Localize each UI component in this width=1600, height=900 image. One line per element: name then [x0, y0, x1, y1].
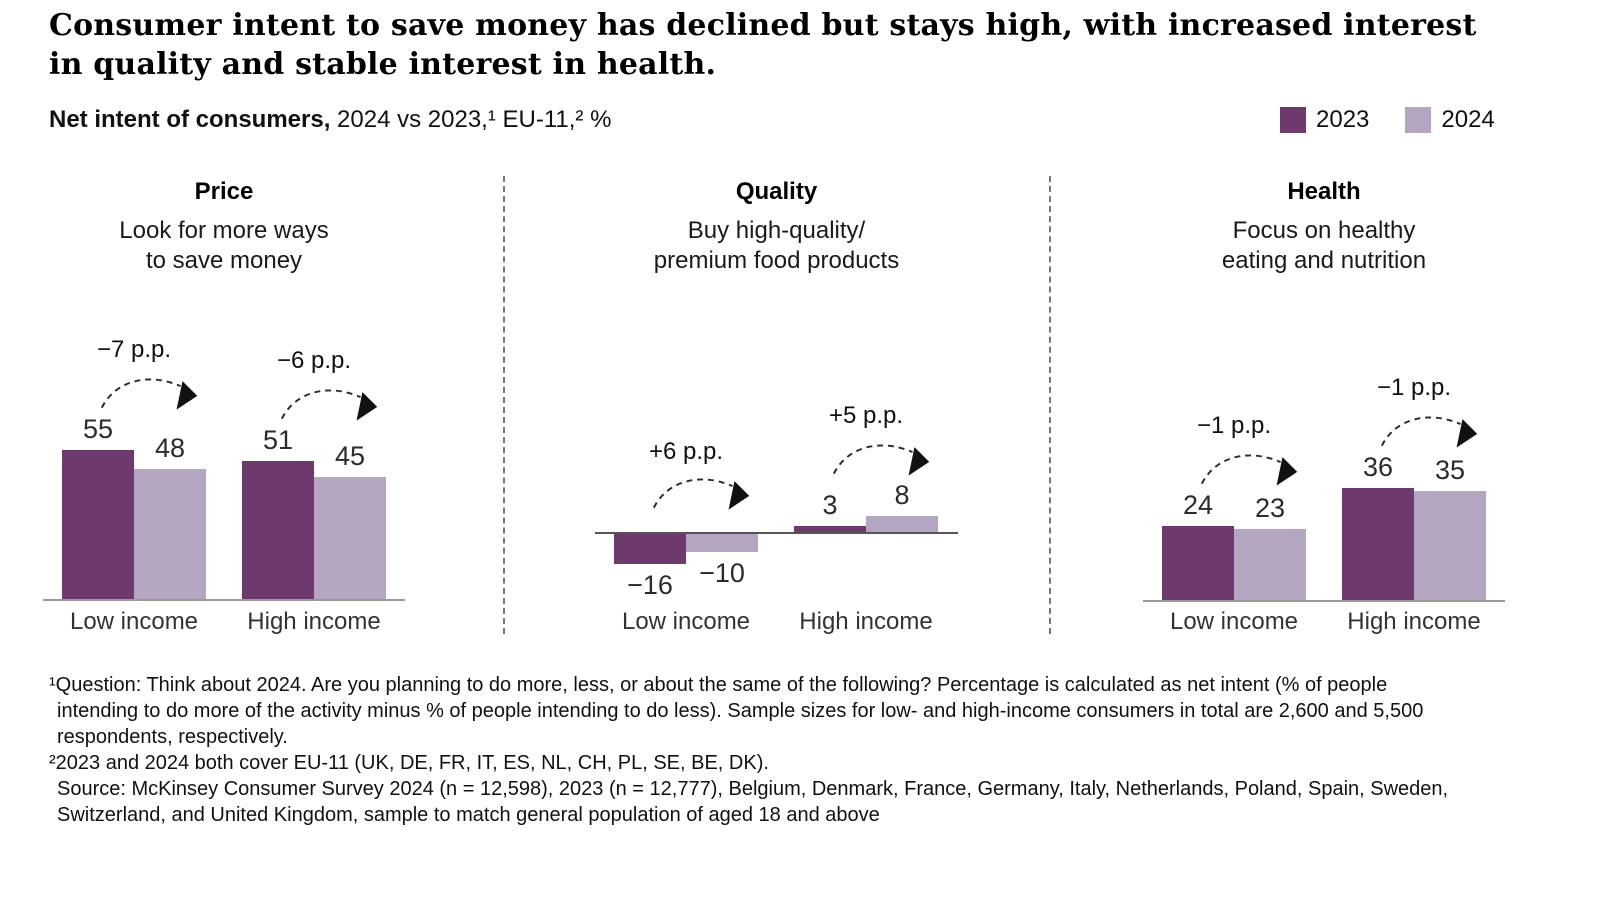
change-label: −6 p.p. [276, 347, 352, 374]
value-label-2023: 3 [822, 490, 838, 520]
panel-health: Health Focus on healthy eating and nutri… [1143, 170, 1505, 640]
panel-divider [1049, 176, 1051, 634]
panel-description: Look for more ways to save money [119, 217, 329, 274]
bar-group-quality-low-income: +6 p.p. −16 −10 Low income [614, 170, 758, 640]
footnotes: ¹Question: Think about 2024. Are you pla… [49, 672, 1454, 828]
chart-subtitle: Net intent of consumers, 2024 vs 2023,¹ … [49, 106, 611, 134]
change-arrow-icon [1200, 454, 1298, 486]
bar-2024 [686, 532, 758, 552]
value-label-2024: 23 [1254, 493, 1286, 523]
value-label-2024: 8 [894, 480, 910, 510]
category-label: Low income [69, 608, 199, 635]
subtitle-rest: 2024 vs 2023,¹ EU-11,² % [330, 106, 612, 133]
value-label-2024: 48 [154, 433, 186, 463]
bar-2023 [1162, 526, 1234, 600]
panel-description: Buy high-quality/ premium food products [653, 217, 900, 274]
value-label-2023: 36 [1362, 452, 1394, 482]
legend-swatch-2023 [1280, 107, 1306, 133]
change-label: +5 p.p. [828, 402, 904, 429]
bar-2024 [134, 469, 206, 599]
footnote-2: ²2023 and 2024 both cover EU-11 (UK, DE,… [49, 752, 769, 774]
chart-area: Price Look for more ways to save money −… [0, 170, 1600, 640]
value-label-2023: 55 [82, 414, 114, 444]
panel-description: Focus on healthy eating and nutrition [1221, 217, 1427, 274]
bar-2023 [62, 450, 134, 599]
change-arrow-icon [100, 378, 198, 410]
legend-item-2024: 2024 [1405, 106, 1495, 134]
x-axis-line [1143, 600, 1505, 602]
change-arrow-icon [832, 444, 930, 476]
value-label-2024: −10 [699, 558, 745, 588]
legend-swatch-2024 [1405, 107, 1432, 133]
value-label-2023: −16 [627, 570, 673, 600]
bar-group-health-high-income: −1 p.p. 36 35 High income [1342, 170, 1486, 640]
panel-title: Health [1287, 178, 1361, 205]
value-label-2024: 35 [1434, 455, 1466, 485]
category-label: Low income [1169, 608, 1299, 635]
change-label: −1 p.p. [1376, 374, 1452, 401]
bar-2024 [1234, 529, 1306, 600]
legend-label-2023: 2023 [1316, 106, 1370, 133]
panel-quality: Quality Buy high-quality/ premium food p… [595, 170, 958, 640]
legend-item-2023: 2023 [1280, 106, 1369, 134]
legend-label-2024: 2024 [1441, 106, 1495, 133]
change-arrow-icon [1380, 416, 1478, 448]
panel-price: Price Look for more ways to save money −… [43, 170, 405, 640]
change-label: +6 p.p. [648, 438, 724, 465]
bar-2024 [866, 516, 938, 532]
bar-2023 [614, 532, 686, 564]
panel-divider [503, 176, 505, 634]
x-axis-line [595, 532, 958, 534]
bar-2023 [794, 526, 866, 532]
change-arrow-icon [280, 389, 378, 421]
category-label: High income [247, 608, 381, 635]
change-arrow-icon [652, 478, 750, 510]
subtitle-bold: Net intent of consumers, [49, 106, 331, 133]
bar-group-quality-high-income: +5 p.p. 3 8 High income [794, 170, 938, 640]
change-label: −1 p.p. [1196, 412, 1272, 439]
bar-2024 [314, 477, 386, 599]
legend: 2023 2024 [1280, 106, 1495, 134]
bar-2023 [1342, 488, 1414, 600]
bar-group-health-low-income: −1 p.p. 24 23 Low income [1162, 170, 1306, 640]
bar-2024 [1414, 491, 1486, 600]
bar-group-price-high-income: −6 p.p. 51 45 High income [242, 170, 386, 640]
change-label: −7 p.p. [96, 336, 172, 363]
bar-group-price-low-income: −7 p.p. 55 48 Low income [62, 170, 206, 640]
bar-2023 [242, 461, 314, 599]
value-label-2023: 51 [262, 425, 294, 455]
panel-title: Quality [735, 178, 818, 205]
footnote-1: ¹Question: Think about 2024. Are you pla… [49, 674, 1424, 748]
page-title: Consumer intent to save money has declin… [49, 8, 1477, 82]
category-label: Low income [621, 608, 751, 635]
x-axis-line [43, 599, 405, 601]
panel-title: Price [194, 178, 254, 205]
category-label: High income [799, 608, 933, 635]
footnote-source: Source: McKinsey Consumer Survey 2024 (n… [57, 778, 1449, 826]
value-label-2024: 45 [334, 441, 366, 471]
value-label-2023: 24 [1182, 490, 1214, 520]
category-label: High income [1347, 608, 1481, 635]
